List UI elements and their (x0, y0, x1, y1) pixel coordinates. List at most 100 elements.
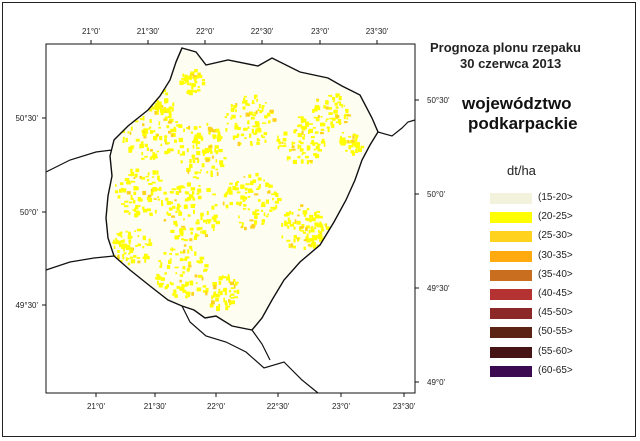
yield-patch (143, 130, 146, 134)
yield-patch (173, 126, 176, 129)
yield-patch (306, 160, 309, 165)
yield-patch (183, 128, 185, 133)
yield-patch (309, 214, 314, 218)
yield-patch (356, 142, 359, 145)
yield-patch (333, 109, 338, 114)
yield-patch (243, 199, 246, 202)
yield-patch (310, 226, 313, 229)
yield-patch (215, 168, 218, 171)
yield-patch (215, 298, 219, 302)
yield-patch (236, 135, 239, 138)
yield-patches (112, 69, 365, 312)
yield-patch (163, 107, 166, 110)
yield-patch (236, 191, 241, 194)
yield-patch (230, 287, 235, 290)
yield-patch (281, 142, 284, 144)
yield-patch (176, 207, 180, 211)
yield-patch (193, 77, 197, 82)
yield-patch (217, 134, 221, 139)
yield-patch (247, 196, 251, 198)
yield-patch (166, 211, 169, 215)
yield-patch (197, 195, 202, 200)
yield-patch (235, 187, 239, 191)
yield-patch (214, 148, 216, 153)
yield-patch (318, 223, 323, 226)
yield-patch (173, 289, 177, 294)
yield-patch (335, 121, 339, 123)
yield-patch (172, 102, 175, 106)
yield-patch (244, 192, 248, 194)
yield-patch (160, 143, 163, 147)
yield-patch (230, 300, 235, 303)
yield-patch (169, 281, 172, 285)
yield-patch (272, 197, 274, 201)
yield-patch (306, 145, 311, 150)
yield-patch (243, 127, 248, 131)
yield-patch (133, 177, 136, 179)
yield-patch (172, 248, 176, 251)
yield-patch (309, 238, 311, 242)
yield-patch (328, 107, 332, 110)
yield-patch (217, 131, 221, 136)
yield-patch (181, 284, 185, 287)
yield-patch (262, 222, 265, 225)
yield-patch (152, 152, 155, 155)
yield-patch (310, 142, 315, 145)
yield-patch (197, 188, 202, 193)
yield-patch (291, 145, 295, 148)
yield-patch (330, 232, 333, 237)
yield-patch (253, 112, 256, 114)
yield-patch (196, 150, 201, 156)
top-lon-label: 22°30' (251, 27, 274, 36)
yield-patch (218, 281, 222, 285)
yield-patch (286, 239, 291, 242)
yield-patch (148, 238, 151, 242)
yield-patch (174, 139, 177, 143)
yield-patch (186, 182, 191, 187)
yield-patch (291, 141, 294, 146)
yield-patch (245, 112, 250, 117)
yield-patch (158, 126, 161, 129)
yield-patch (230, 104, 233, 108)
yield-patch (244, 187, 248, 191)
yield-patch (142, 101, 146, 105)
boundary-west-south (45, 255, 115, 271)
yield-patch (222, 289, 227, 292)
yield-patch (137, 243, 141, 247)
yield-patch (129, 201, 133, 204)
yield-patch (144, 130, 149, 134)
yield-patch (149, 119, 152, 123)
yield-patch (265, 199, 269, 204)
yield-patch (238, 215, 240, 219)
boundary-west-north (45, 149, 113, 173)
yield-patch (127, 262, 131, 266)
yield-patch (316, 99, 319, 103)
bottom-ticks (95, 393, 405, 397)
yield-patch (306, 218, 310, 222)
yield-patch (187, 249, 190, 254)
yield-patch (213, 217, 217, 222)
yield-patch (187, 214, 191, 217)
yield-patch (259, 183, 261, 188)
yield-patch (261, 209, 264, 212)
yield-patch (188, 167, 191, 172)
yield-patch (146, 255, 150, 260)
yield-patch (211, 165, 215, 169)
yield-patch (312, 109, 315, 113)
yield-patch (354, 138, 358, 142)
yield-patch (251, 102, 255, 104)
yield-patch (182, 151, 185, 156)
yield-patch (185, 281, 189, 286)
yield-patch (252, 114, 257, 117)
yield-patch (182, 266, 186, 270)
bottom-lon-label: 21°30' (144, 402, 167, 411)
yield-patch (179, 153, 184, 156)
yield-patch (126, 191, 131, 195)
yield-patch (164, 138, 167, 143)
yield-patch (236, 201, 239, 206)
yield-patch (301, 126, 306, 131)
yield-patch (195, 90, 197, 93)
yield-patch (223, 287, 228, 290)
yield-patch (134, 230, 136, 232)
yield-patch (182, 289, 186, 293)
